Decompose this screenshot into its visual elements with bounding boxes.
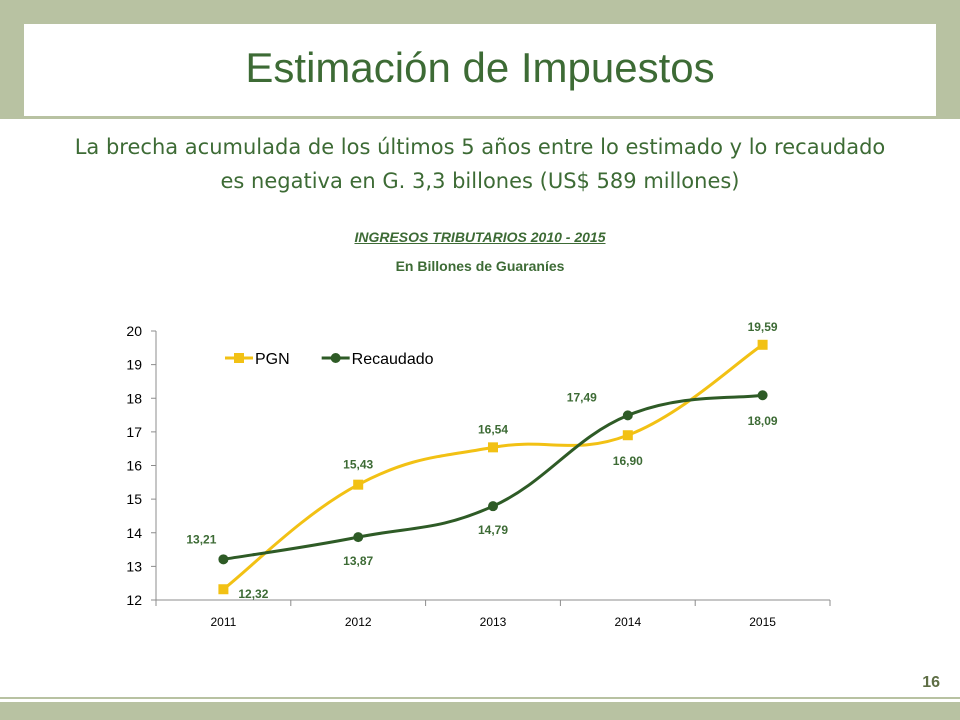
bottom-line — [0, 697, 960, 699]
data-point-pgn — [218, 584, 229, 595]
legend-label-pgn: PGN — [255, 351, 290, 368]
data-point-pgn — [353, 479, 364, 490]
bottom-band — [0, 702, 960, 720]
chart-axes: 12 13 14 15 16 17 18 19 20 2011 2012 2013 2014 2015 — [126, 323, 831, 629]
data-label-pgn: 19,59 — [748, 320, 778, 334]
y-tick-label: 18 — [126, 390, 142, 406]
header-left-band — [0, 24, 24, 116]
data-label-recaudado: 18,09 — [748, 414, 778, 428]
y-tick-label: 17 — [126, 424, 142, 440]
chart-legend: PGN Recaudado — [225, 351, 434, 368]
y-tick-label: 16 — [126, 458, 142, 474]
page-number: 16 — [922, 674, 940, 691]
chart-subtitle: En Billones de Guaraníes — [395, 258, 565, 274]
data-point-recaudado — [622, 410, 633, 421]
data-label-pgn: 16,90 — [613, 454, 643, 468]
data-point-pgn — [622, 430, 633, 441]
x-tick-label: 2013 — [480, 615, 507, 629]
y-tick-label: 14 — [126, 525, 142, 541]
chart-data-labels: 12,32 15,43 16,54 16,90 19,59 13,21 13,87 14,79… — [186, 320, 778, 601]
x-tick-label: 2015 — [749, 615, 776, 629]
header-underline — [0, 116, 960, 119]
y-tick-label: 20 — [126, 323, 142, 339]
x-tick-label: 2014 — [614, 615, 641, 629]
y-tick-label: 19 — [126, 357, 142, 373]
data-label-recaudado: 13,21 — [186, 532, 216, 546]
data-point-recaudado — [757, 390, 768, 401]
data-label-recaudado: 13,87 — [343, 554, 373, 568]
header-box — [24, 24, 936, 116]
chart-lines — [222, 343, 764, 591]
data-label-recaudado: 17,49 — [567, 390, 597, 404]
data-point-recaudado — [218, 554, 229, 565]
chart-title: INGRESOS TRIBUTARIOS 2010 - 2015 — [354, 229, 606, 245]
data-label-recaudado: 14,79 — [478, 523, 508, 537]
chart-markers — [218, 339, 768, 595]
data-point-recaudado — [488, 501, 498, 512]
x-tick-label: 2012 — [345, 615, 372, 629]
data-label-pgn: 15,43 — [343, 458, 373, 472]
top-band — [0, 0, 960, 24]
data-point-pgn — [488, 442, 498, 453]
y-tick-label: 13 — [126, 558, 142, 574]
y-tick-label: 12 — [126, 592, 142, 608]
data-point-recaudado — [353, 532, 364, 543]
slide-subtitle: La brecha acumulada de los últimos 5 año… — [74, 135, 886, 193]
legend-marker-recaudado — [330, 353, 341, 363]
series-line-pgn — [222, 343, 764, 591]
x-tick-label: 2011 — [210, 615, 236, 629]
y-tick-label: 15 — [126, 491, 142, 507]
data-point-pgn — [757, 339, 768, 350]
header-right-band — [936, 24, 960, 116]
data-label-pgn: 16,54 — [478, 422, 508, 436]
data-label-pgn: 12,32 — [238, 587, 268, 601]
slide-title: Estimación de Impuestos — [245, 44, 715, 91]
legend-label-recaudado: Recaudado — [352, 351, 434, 368]
legend-marker-pgn — [234, 353, 244, 363]
